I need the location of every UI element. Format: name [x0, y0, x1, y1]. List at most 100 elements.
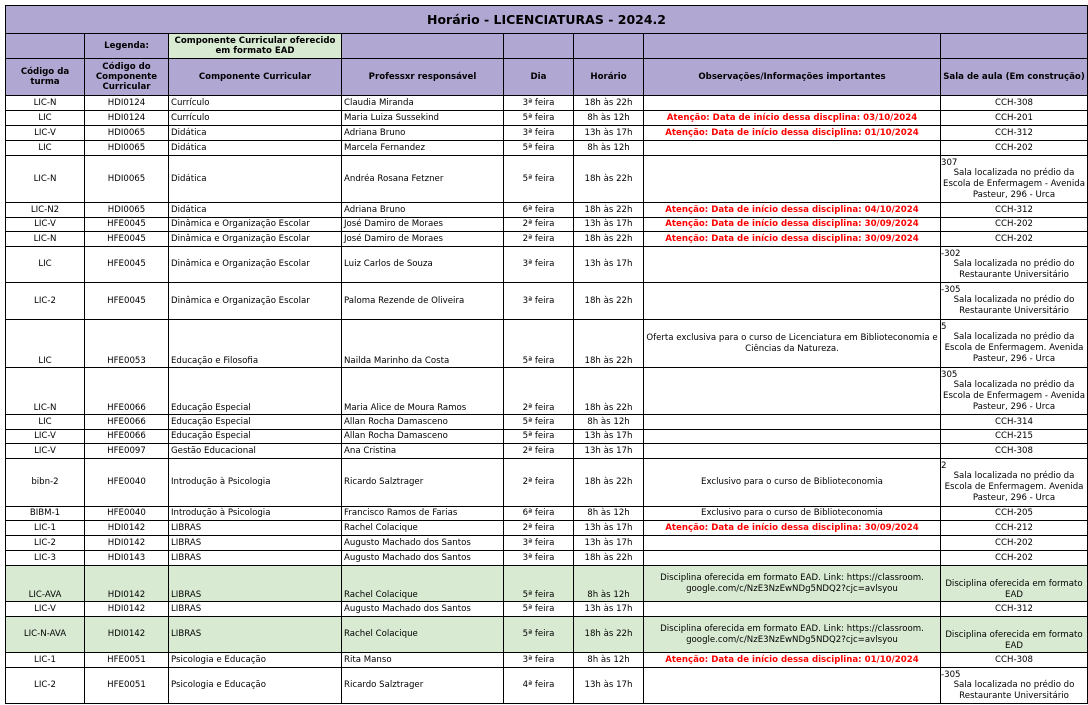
turma-cell: LIC-N — [5, 95, 85, 111]
codigo-cell: HDI0065 — [84, 125, 169, 141]
sala-cell: CCH-314 — [940, 414, 1088, 430]
componente-cell: Psicologia e Educação — [168, 652, 342, 668]
sala-cell: CCH-312 — [940, 202, 1088, 218]
turma-cell: LIC-N2 — [5, 202, 85, 218]
professor-cell: Adriana Bruno — [341, 125, 504, 141]
room-text: CCH-215 — [995, 431, 1033, 441]
turma-cell: LIC-1 — [5, 652, 85, 668]
title-row: Horário - LICENCIATURAS - 2024.2 — [5, 5, 1088, 34]
sala-cell: CCH-215 — [940, 429, 1088, 444]
professor-cell: Rachel Colacique — [341, 565, 504, 602]
observacoes-cell: Disciplina oferecida em formato EAD. Lin… — [643, 616, 941, 653]
horario-cell: 18h às 22h — [573, 231, 644, 247]
table-row: bibn-2 HFE0040 Introdução à Psicologia Rica… — [5, 458, 1088, 507]
observacoes-cell — [643, 667, 941, 704]
turma-cell: LIC — [5, 110, 85, 126]
componente-cell: Didática — [168, 140, 342, 156]
table-row: LIC-N2 HDI0065 Didática Adriana Bruno 6ª fei… — [5, 202, 1088, 218]
page-title: Horário - LICENCIATURAS - 2024.2 — [5, 5, 1088, 34]
room-text: Sala localizada no prédio da Escola de E… — [943, 379, 1085, 412]
room-text: Disciplina oferecida em formato EAD — [945, 630, 1083, 651]
table-row: LIC-N HDI0065 Didática Andréa Rosana Fetzne… — [5, 155, 1088, 203]
turma-cell: LIC-N — [5, 231, 85, 247]
room-text: CCH-212 — [995, 522, 1033, 533]
table-row: LIC-V HDI0142 LIBRAS Augusto Machado dos Sa… — [5, 601, 1088, 617]
professor-cell: Andréa Rosana Fetzner — [341, 155, 504, 203]
table-row: LIC-2 HDI0142 LIBRAS Augusto Machado dos Sa… — [5, 535, 1088, 551]
table-row: LIC-V HFE0097 Gestão Educacional Ana Cristi… — [5, 443, 1088, 459]
sala-cell: CCH-308 — [940, 652, 1088, 668]
room-text: CCH-312 — [995, 204, 1033, 215]
componente-cell: LIBRAS — [168, 535, 342, 551]
observacoes-cell: Atenção: Data de início dessa discplina:… — [643, 110, 941, 126]
observacoes-cell: Atenção: Data de início dessa disciplina… — [643, 652, 941, 668]
table-row: LIC HDI0124 Currículo Maria Luiza Sussekind… — [5, 110, 1088, 126]
header-row: Código da turma Código do Componente Cur… — [5, 58, 1088, 96]
sala-cell: CCH-201 — [940, 110, 1088, 126]
professor-cell: Augusto Machado dos Santos — [341, 550, 504, 566]
dia-cell: 5ª feira — [503, 155, 574, 203]
col-header: Dia — [503, 58, 574, 96]
room-text: Sala localizada no prédio da Escola de E… — [943, 167, 1085, 200]
codigo-cell: HFE0045 — [84, 246, 169, 283]
turma-cell: LIC — [5, 319, 85, 368]
componente-cell: Psicologia e Educação — [168, 667, 342, 704]
componente-cell: Currículo — [168, 95, 342, 111]
table-row: BIBM-1 HFE0040 Introdução à Psicologia Fran… — [5, 506, 1088, 521]
sala-cell: CCH-202 — [940, 217, 1088, 232]
horario-cell: 8h às 12h — [573, 652, 644, 668]
componente-cell: LIBRAS — [168, 520, 342, 536]
legend-row: Legenda: Componente Curricular oferecido… — [5, 33, 1088, 59]
turma-cell: LIC-N — [5, 367, 85, 415]
dia-cell: 2ª feira — [503, 443, 574, 459]
dia-cell: 3ª feira — [503, 550, 574, 566]
horario-cell: 8h às 12h — [573, 565, 644, 602]
room-prefix: -305 — [941, 285, 961, 295]
observacoes-cell — [643, 550, 941, 566]
dia-cell: 5ª feira — [503, 616, 574, 653]
componente-cell: Currículo — [168, 110, 342, 126]
room-text: Sala localizada no prédio do Restaurante… — [953, 258, 1075, 280]
professor-cell: Paloma Rezende de Oliveira — [341, 282, 504, 320]
componente-cell: Didática — [168, 155, 342, 203]
componente-cell: Educação Especial — [168, 367, 342, 415]
observacoes-cell: Exclusivo para o curso de Biblioteconomi… — [643, 506, 941, 521]
dia-cell: 6ª feira — [503, 202, 574, 218]
codigo-cell: HDI0124 — [84, 110, 169, 126]
professor-cell: Augusto Machado dos Santos — [341, 601, 504, 617]
col-header: Código do Componente Curricular — [84, 58, 169, 96]
codigo-cell: HFE0045 — [84, 217, 169, 232]
table-row: LIC-2 HFE0051 Psicologia e Educação Ricardo… — [5, 667, 1088, 704]
codigo-cell: HDI0065 — [84, 155, 169, 203]
turma-cell: LIC — [5, 246, 85, 283]
codigo-cell: HFE0053 — [84, 319, 169, 368]
codigo-cell: HDI0065 — [84, 140, 169, 156]
horario-cell: 8h às 12h — [573, 414, 644, 430]
observacoes-cell — [643, 414, 941, 430]
observacoes-cell — [643, 95, 941, 111]
col-header: Professxr responsável — [341, 58, 504, 96]
turma-cell: BIBM-1 — [5, 506, 85, 521]
codigo-cell: HFE0045 — [84, 282, 169, 320]
componente-cell: LIBRAS — [168, 565, 342, 602]
room-prefix: -302 — [941, 248, 961, 259]
observacoes-cell — [643, 535, 941, 551]
room-text: CCH-202 — [995, 142, 1033, 153]
horario-cell: 18h às 22h — [573, 550, 644, 566]
table-row: LIC HFE0066 Educação Especial Allan Rocha D… — [5, 414, 1088, 430]
horario-cell: 18h às 22h — [573, 319, 644, 368]
sala-cell: Disciplina oferecida em formato EAD — [940, 565, 1088, 602]
horario-cell: 13h às 17h — [573, 667, 644, 704]
dia-cell: 3ª feira — [503, 95, 574, 111]
table-row: LIC-1 HFE0051 Psicologia e Educação Rita Ma… — [5, 652, 1088, 668]
componente-cell: Dinâmica e Organização Escolar — [168, 282, 342, 320]
observacoes-cell — [643, 429, 941, 444]
sala-cell: -305 Sala localizada no prédio do Restaur… — [940, 282, 1088, 320]
componente-cell: Gestão Educacional — [168, 443, 342, 459]
codigo-cell: HDI0124 — [84, 95, 169, 111]
room-text: CCH-202 — [995, 537, 1033, 548]
observacoes-cell — [643, 282, 941, 320]
legend-ead: Componente Curricular oferecido em forma… — [168, 33, 342, 59]
horario-cell: 18h às 22h — [573, 155, 644, 203]
horario-cell: 18h às 22h — [573, 202, 644, 218]
